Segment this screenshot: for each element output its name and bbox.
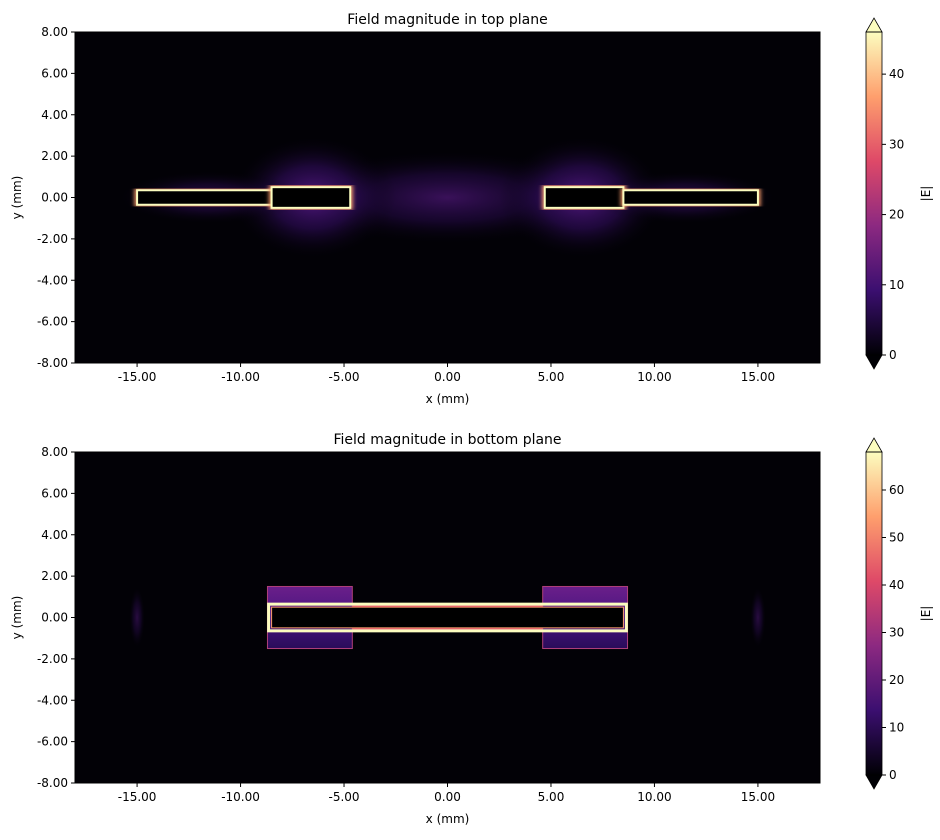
colorbar: 0 10 20 30 40 |E|	[865, 17, 933, 370]
conductor-edge-glow	[267, 602, 628, 633]
x-tick-label: 0.00	[434, 790, 461, 804]
x-tick-label: 10.00	[637, 790, 671, 804]
conductor	[270, 186, 352, 209]
colorbar-tick-label: 30	[889, 137, 904, 151]
y-axis-label: y (mm)	[10, 176, 24, 220]
x-tick-label: -10.00	[221, 790, 260, 804]
x-tick-label: -15.00	[118, 790, 157, 804]
colorbar-tick-label: 20	[889, 673, 904, 687]
colorbar-tick-label: 60	[889, 483, 904, 497]
x-axis-label: x (mm)	[426, 392, 470, 406]
y-tick-label: -2.00	[37, 232, 68, 246]
x-tick-label: 10.00	[637, 370, 671, 384]
colorbar-tick-label: 0	[889, 768, 897, 782]
x-tick-label: 5.00	[538, 370, 565, 384]
x-tick-label: 15.00	[741, 370, 775, 384]
colorbar-tick-label: 30	[889, 626, 904, 640]
colorbar-tick-label: 10	[889, 721, 904, 735]
y-tick-label: -8.00	[37, 356, 68, 370]
y-tick-label: 2.00	[41, 569, 68, 583]
colorbar-extend-max	[865, 17, 883, 33]
colorbar-frame	[865, 451, 883, 776]
colorbar-tick-label: 0	[889, 348, 897, 362]
colorbar-gradient	[866, 32, 882, 355]
x-tick-label: 0.00	[434, 370, 461, 384]
y-tick-label: -2.00	[37, 652, 68, 666]
colorbar-tick-label: 40	[889, 578, 904, 592]
colorbar: 0 10 20 30 40 50 60 |E|	[865, 437, 933, 790]
x-tick-label: -5.00	[328, 370, 359, 384]
field-glow-edge	[749, 586, 766, 649]
colorbar-tick-label: 20	[889, 208, 904, 222]
y-tick-label: 4.00	[41, 528, 68, 542]
x-tick-label: 5.00	[538, 790, 565, 804]
y-tick-label: -8.00	[37, 776, 68, 790]
colorbar-tick-label: 40	[889, 67, 904, 81]
y-tick-label: 6.00	[41, 486, 68, 500]
x-tick-label: -10.00	[221, 370, 260, 384]
plot-title: Field magnitude in top plane	[347, 12, 547, 28]
x-tick-label: 15.00	[741, 790, 775, 804]
y-tick-label: -4.00	[37, 273, 68, 287]
plot-title: Field magnitude in bottom plane	[333, 432, 561, 448]
colorbar-extend-min	[865, 774, 883, 790]
colorbar-label: |E|	[919, 606, 933, 622]
colorbar-label: |E|	[919, 186, 933, 202]
y-tick-label: 4.00	[41, 108, 68, 122]
y-tick-label: 8.00	[41, 445, 68, 459]
y-tick-label: 6.00	[41, 66, 68, 80]
bottom-plane-plot: Field magnitude in bottom plane x (mm) y (…	[10, 432, 933, 826]
conductor	[136, 189, 273, 206]
colorbar-extend-min	[865, 354, 883, 370]
y-tick-label: -6.00	[37, 735, 68, 749]
colorbar-frame	[865, 31, 883, 356]
colorbar-tick-label: 10	[889, 278, 904, 292]
y-tick-label: -4.00	[37, 693, 68, 707]
conductor	[271, 606, 624, 629]
colorbar-extend-max	[865, 437, 883, 453]
conductor	[543, 186, 625, 209]
x-tick-label: -5.00	[328, 790, 359, 804]
colorbar-gradient	[866, 452, 882, 775]
y-tick-label: -6.00	[37, 315, 68, 329]
conductor	[622, 189, 759, 206]
field-glow-edge	[129, 586, 146, 649]
y-tick-label: 2.00	[41, 149, 68, 163]
y-axis-label: y (mm)	[10, 596, 24, 640]
colorbar-tick-label: 50	[889, 531, 904, 545]
y-tick-label: 8.00	[41, 25, 68, 39]
y-tick-label: 0.00	[41, 191, 68, 205]
x-tick-label: -15.00	[118, 370, 157, 384]
top-plane-plot: Field magnitude in top plane x (mm) y (mm)…	[10, 12, 933, 406]
x-axis-label: x (mm)	[426, 812, 470, 826]
y-tick-label: 0.00	[41, 611, 68, 625]
